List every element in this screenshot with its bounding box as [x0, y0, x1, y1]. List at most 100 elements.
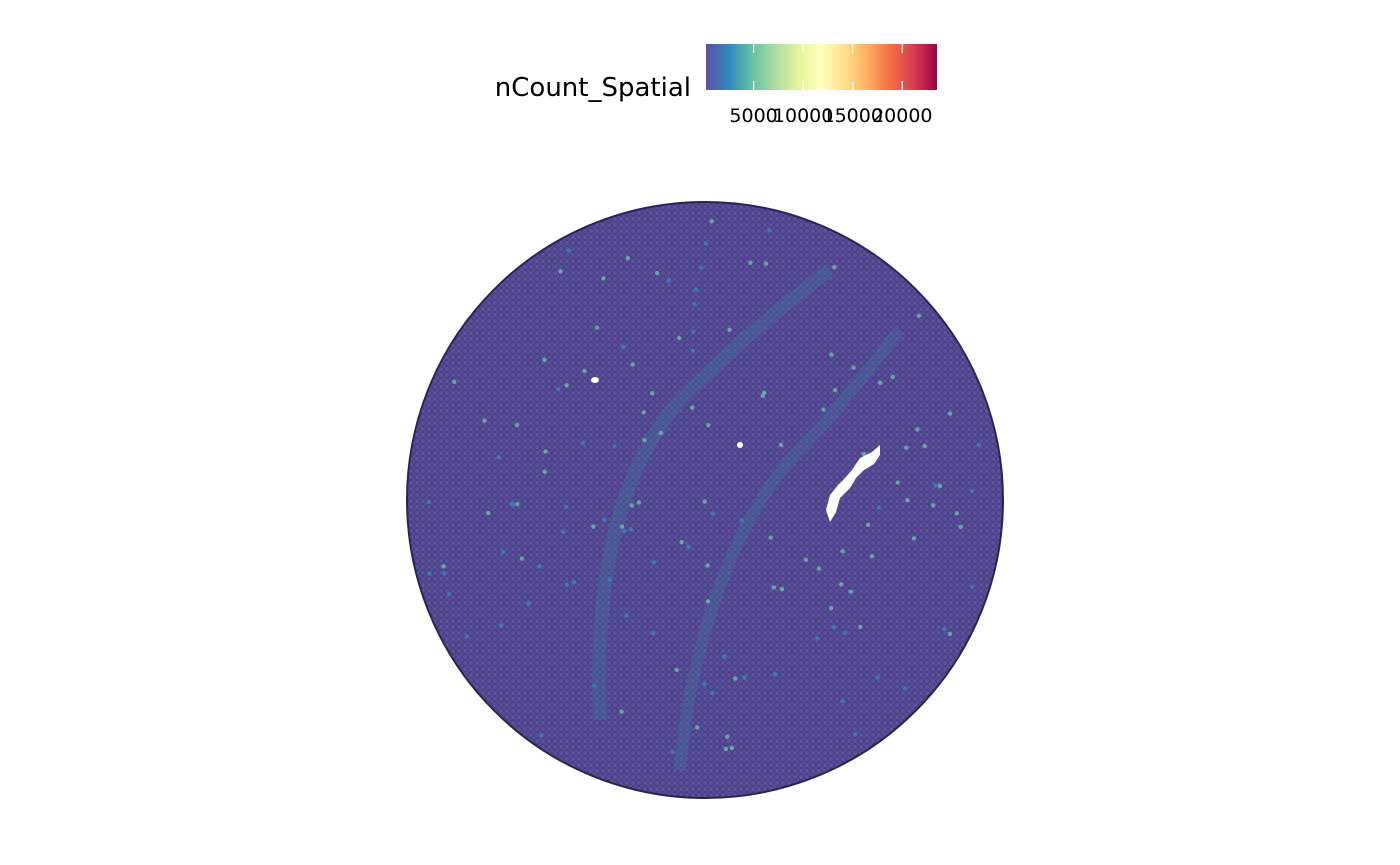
- elevated-spot: [858, 624, 863, 630]
- elevated-spot: [848, 589, 853, 594]
- elevated-spot: [558, 269, 563, 274]
- elevated-spot: [816, 566, 822, 571]
- elevated-spot: [621, 529, 627, 534]
- elevated-spot: [832, 387, 838, 393]
- elevated-spot: [537, 563, 542, 569]
- elevated-spot: [464, 634, 470, 639]
- elevated-spot: [722, 654, 727, 659]
- elevated-spot: [619, 524, 625, 529]
- elevated-spot: [803, 557, 809, 562]
- elevated-spot: [628, 527, 634, 532]
- elevated-spot: [710, 511, 716, 516]
- elevated-spot: [514, 422, 520, 428]
- elevated-spot: [442, 571, 447, 576]
- elevated-spot: [692, 302, 697, 307]
- elevated-spot: [690, 405, 695, 410]
- elevated-spot: [876, 505, 881, 510]
- band-left: [592, 264, 835, 721]
- elevated-spot: [947, 411, 953, 416]
- elevated-spot: [694, 725, 700, 730]
- elevated-spot: [679, 539, 684, 545]
- elevated-spot: [954, 511, 960, 516]
- elevated-spot: [748, 260, 753, 266]
- elevated-spot: [969, 489, 975, 494]
- elevated-spot: [452, 379, 457, 384]
- elevated-spot: [500, 549, 506, 554]
- elevated-spot: [778, 442, 784, 448]
- elevated-spot: [509, 501, 515, 506]
- elevated-spot: [843, 630, 848, 636]
- elevated-spot: [564, 582, 569, 587]
- elevated-spot: [591, 524, 596, 529]
- elevated-spot: [619, 709, 624, 714]
- elevated-spot: [875, 675, 880, 680]
- elevated-spot: [582, 368, 587, 374]
- colorbar-tick-label: 20000: [872, 105, 932, 127]
- colorbar-tick-label: 15000: [823, 105, 883, 127]
- elevated-spot: [915, 427, 920, 432]
- elevated-spot: [594, 325, 600, 330]
- colorbar-tick-label: 10000: [773, 105, 833, 127]
- elevated-spot: [538, 733, 544, 738]
- elevated-spot: [515, 502, 520, 507]
- elevated-spot: [831, 624, 837, 630]
- elevated-spot: [686, 544, 691, 550]
- elevated-spot: [651, 560, 657, 565]
- elevated-spot: [970, 584, 975, 590]
- elevated-spot: [526, 601, 531, 606]
- elevated-spot: [670, 749, 675, 755]
- elevated-spot: [630, 362, 635, 367]
- elevated-spot: [865, 522, 871, 528]
- elevated-spot: [625, 256, 631, 261]
- elevated-spot: [840, 699, 845, 704]
- elevated-spot: [861, 451, 866, 457]
- tissue-hole: [737, 442, 743, 448]
- elevated-spot: [698, 265, 704, 271]
- elevated-spot: [840, 549, 845, 554]
- elevated-spot: [560, 529, 566, 535]
- elevated-spot: [496, 454, 501, 460]
- elevated-spot: [607, 577, 612, 583]
- elevated-spot: [729, 745, 735, 751]
- elevated-spot: [580, 440, 586, 446]
- elevated-spot: [709, 219, 714, 224]
- elevated-spot: [542, 357, 547, 362]
- colorbar-tick-label: 5000: [729, 105, 777, 127]
- elevated-spot: [702, 499, 707, 504]
- elevated-spot: [763, 261, 769, 266]
- elevated-spot: [426, 499, 432, 505]
- elevated-spot: [727, 327, 732, 332]
- elevated-spot: [482, 418, 487, 423]
- elevated-spot: [601, 276, 606, 281]
- elevated-spot: [556, 387, 561, 392]
- elevated-spot: [839, 582, 844, 587]
- elevated-spot: [650, 391, 655, 396]
- elevated-spot: [761, 390, 767, 395]
- elevated-spot: [905, 497, 910, 503]
- legend-title: nCount_Spatial: [495, 73, 691, 103]
- tissue-section: [406, 201, 1004, 799]
- elevated-spot: [937, 483, 943, 489]
- elevated-spot: [705, 563, 710, 568]
- elevated-spot: [602, 517, 607, 523]
- elevated-spot: [621, 344, 626, 350]
- elevated-spot: [702, 681, 707, 687]
- elevated-spot: [486, 510, 491, 516]
- elevated-spot: [566, 248, 572, 253]
- elevated-spot: [958, 524, 963, 530]
- highlight-spots: [426, 219, 981, 755]
- elevated-spot: [916, 313, 922, 318]
- elevated-spot: [543, 449, 548, 454]
- elevated-spot: [677, 335, 682, 341]
- elevated-spot: [723, 746, 729, 752]
- elevated-spot: [771, 585, 777, 590]
- elevated-spot: [942, 626, 947, 632]
- elevated-spot: [877, 380, 883, 385]
- elevated-spot: [947, 631, 953, 637]
- elevated-spot: [655, 270, 660, 276]
- elevated-spot: [612, 443, 617, 449]
- elevated-count-bands: [592, 264, 905, 771]
- elevated-spot: [498, 623, 504, 628]
